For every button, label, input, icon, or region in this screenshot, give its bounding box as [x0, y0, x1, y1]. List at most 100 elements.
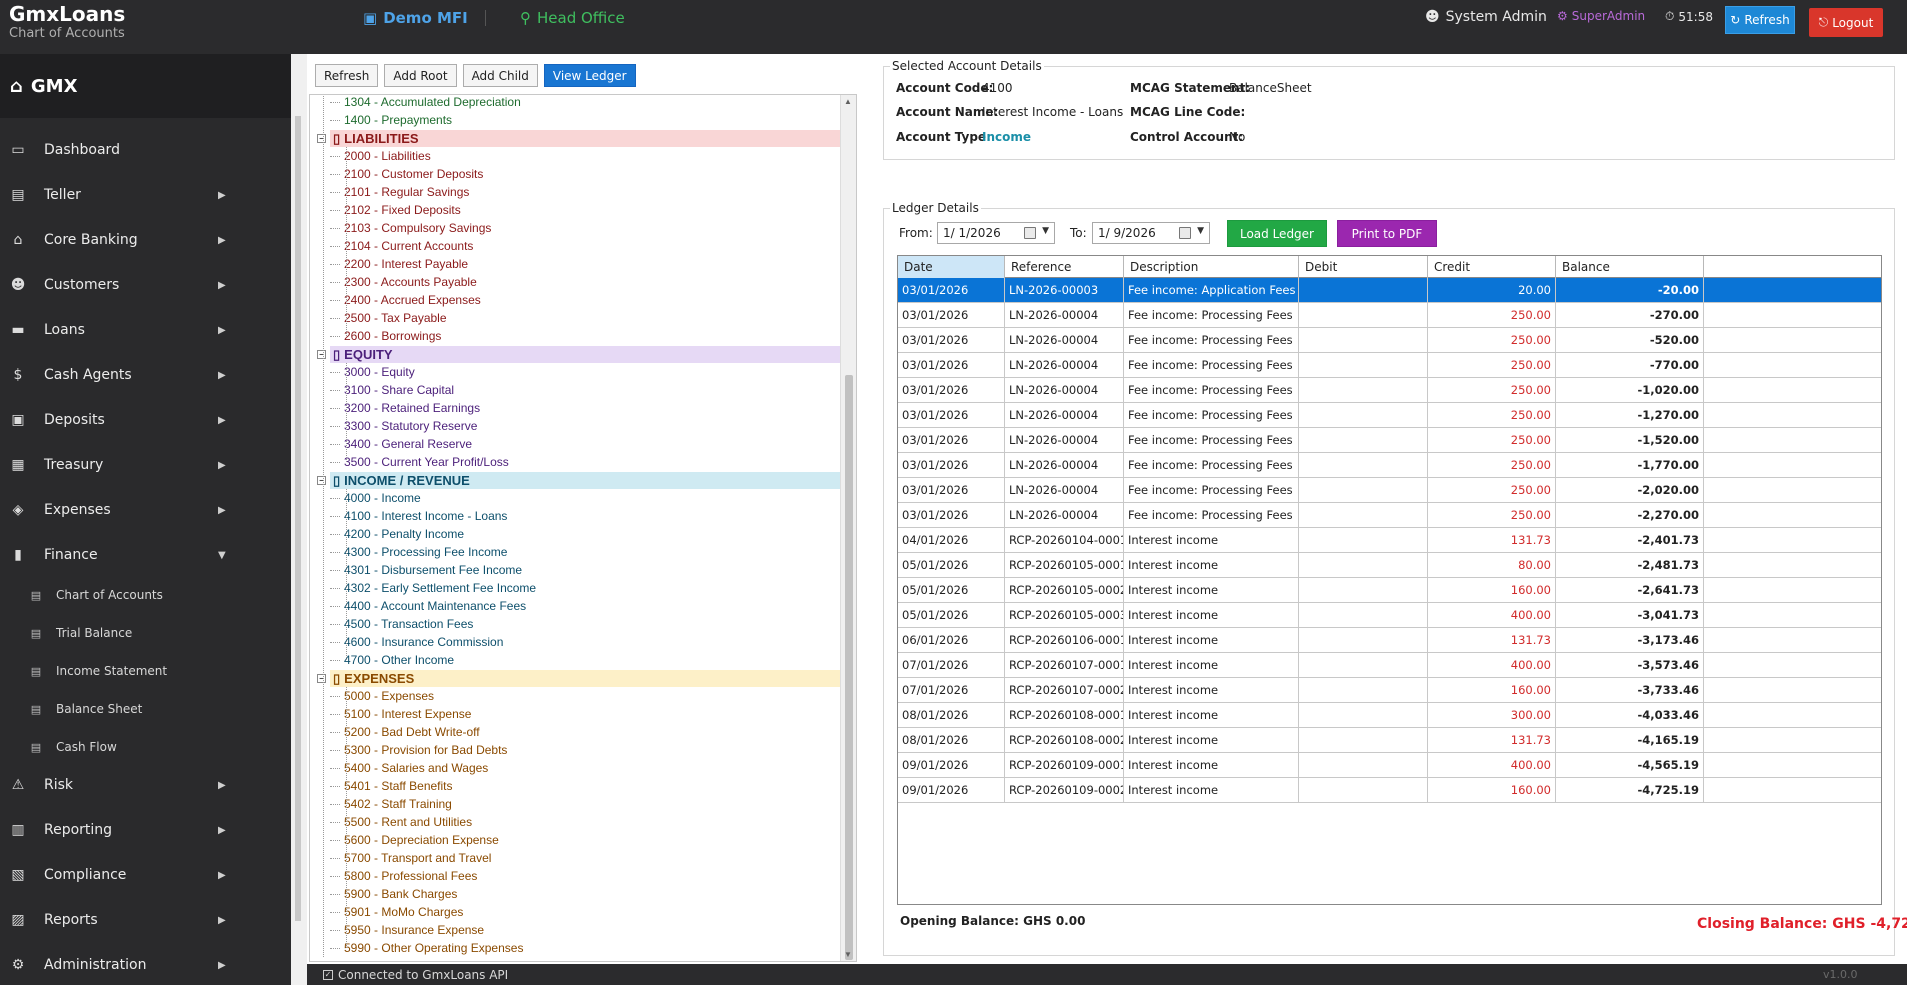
load-ledger-button[interactable]: Load Ledger: [1227, 220, 1327, 247]
column-header-date[interactable]: Date: [898, 256, 1005, 278]
ledger-grid[interactable]: Date Reference Description Debit Credit Balan…: [897, 255, 1882, 905]
tree-account-node[interactable]: 4100 - Interest Income - Loans: [329, 509, 508, 523]
table-row[interactable]: 03/01/2026 LN-2026-00004 Fee income: Proce…: [898, 453, 1881, 478]
tree-scroll-thumb[interactable]: [845, 375, 853, 960]
tree-account-node[interactable]: 2101 - Regular Savings: [329, 185, 470, 199]
table-row[interactable]: 05/01/2026 RCP-20260105-0002 Interest inco…: [898, 578, 1881, 603]
sidebar-item-treasury[interactable]: ▦ Treasury ▶: [0, 447, 240, 483]
tree-scrollbar[interactable]: ▲ ▼: [840, 95, 856, 961]
table-row[interactable]: 03/01/2026 LN-2026-00004 Fee income: Proce…: [898, 328, 1881, 353]
tree-account-node[interactable]: 2000 - Liabilities: [330, 149, 431, 163]
table-row[interactable]: 06/01/2026 RCP-20260106-0001 Interest inco…: [898, 628, 1881, 653]
collapse-icon[interactable]: −: [317, 476, 326, 485]
sidebar-item-reporting[interactable]: ▥ Reporting ▶: [0, 812, 240, 848]
tree-account-node[interactable]: 5000 - Expenses: [329, 689, 435, 703]
sidebar-item-deposits[interactable]: ▣ Deposits ▶: [0, 402, 240, 438]
table-row[interactable]: 03/01/2026 LN-2026-00004 Fee income: Proce…: [898, 428, 1881, 453]
tree-account-node[interactable]: 4301 - Disbursement Fee Income: [329, 563, 523, 577]
collapse-icon[interactable]: −: [317, 674, 326, 683]
sidebar-scrollbar[interactable]: [291, 54, 307, 985]
tree-account-node[interactable]: 1304 - Accumulated Depreciation: [330, 95, 521, 109]
tree-account-node[interactable]: 2600 - Borrowings: [329, 329, 442, 343]
tree-account-node[interactable]: 1400 - Prepayments: [329, 113, 453, 127]
tree-account-node[interactable]: 5950 - Insurance Expense: [329, 923, 485, 937]
table-row[interactable]: 03/01/2026 LN-2026-00004 Fee income: Proce…: [898, 303, 1881, 328]
column-header-credit[interactable]: Credit: [1428, 256, 1556, 278]
table-row[interactable]: 03/01/2026 LN-2026-00004 Fee income: Proce…: [898, 503, 1881, 528]
logout-button[interactable]: ⎋ Logout: [1809, 8, 1883, 37]
tree-account-node[interactable]: 2300 - Accounts Payable: [330, 275, 477, 289]
table-row[interactable]: 03/01/2026 LN-2026-00004 Fee income: Proce…: [898, 403, 1881, 428]
tree-account-node[interactable]: 5401 - Staff Benefits: [330, 779, 453, 793]
sidebar-item-core-banking[interactable]: ⌂ Core Banking ▶: [0, 222, 240, 258]
collapse-icon[interactable]: −: [317, 350, 326, 359]
tree-account-node[interactable]: 2104 - Current Accounts: [329, 239, 474, 253]
tree-account-node[interactable]: 3200 - Retained Earnings: [329, 401, 481, 415]
table-row[interactable]: 03/01/2026 LN-2026-00004 Fee income: Proce…: [898, 353, 1881, 378]
chevron-down-icon[interactable]: ▼: [1042, 226, 1049, 236]
refresh-button[interactable]: Refresh: [315, 64, 379, 87]
add-child-button[interactable]: Add Child: [462, 64, 538, 87]
sidebar-item-dashboard[interactable]: ▭ Dashboard: [0, 132, 240, 168]
tree-account-node[interactable]: 5990 - Other Operating Expenses: [329, 941, 524, 955]
sidebar-item-teller[interactable]: ▤ Teller ▶: [0, 177, 240, 213]
sidebar-item-compliance[interactable]: ▧ Compliance ▶: [0, 857, 240, 893]
sidebar-subitem-income-statement[interactable]: ▤ Income Statement: [0, 656, 240, 686]
column-header-balance[interactable]: Balance: [1556, 256, 1704, 278]
tree-account-node[interactable]: 3500 - Current Year Profit/Loss: [330, 455, 509, 469]
tree-account-node[interactable]: 2103 - Compulsory Savings: [329, 221, 492, 235]
sidebar-item-risk[interactable]: ⚠ Risk ▶: [0, 767, 240, 803]
tree-account-node[interactable]: 5400 - Salaries and Wages: [329, 761, 489, 775]
sidebar-subitem-trial-balance[interactable]: ▤ Trial Balance: [0, 618, 240, 648]
tree-account-node[interactable]: 2400 - Accrued Expenses: [330, 293, 481, 307]
table-row[interactable]: 08/01/2026 RCP-20260108-0002 Interest inco…: [898, 728, 1881, 753]
sidebar-item-customers[interactable]: ☻ Customers ▶: [0, 267, 240, 303]
table-row[interactable]: 09/01/2026 RCP-20260109-0002 Interest inco…: [898, 778, 1881, 803]
tree-account-node[interactable]: 3300 - Statutory Reserve: [329, 419, 478, 433]
tree-account-node[interactable]: 5200 - Bad Debt Write-off: [330, 725, 480, 739]
calendar-icon[interactable]: [1024, 227, 1036, 239]
print-to-pdf-button[interactable]: Print to PDF: [1337, 220, 1437, 247]
table-row[interactable]: 03/01/2026 LN-2026-00004 Fee income: Proce…: [898, 478, 1881, 503]
collapse-icon[interactable]: −: [317, 134, 326, 143]
tree-account-node[interactable]: 4200 - Penalty Income: [329, 527, 465, 541]
table-row[interactable]: 05/01/2026 RCP-20260105-0003 Interest inco…: [898, 603, 1881, 628]
sidebar-item-reports[interactable]: ▨ Reports ▶: [0, 902, 240, 938]
tree-account-node[interactable]: 5800 - Professional Fees: [329, 869, 478, 883]
header-refresh-button[interactable]: ↻ Refresh: [1725, 6, 1795, 34]
tree-account-node[interactable]: 3000 - Equity: [330, 365, 415, 379]
add-root-button[interactable]: Add Root: [384, 64, 457, 87]
tree-account-node[interactable]: 5500 - Rent and Utilities: [329, 815, 473, 829]
table-row[interactable]: 04/01/2026 RCP-20260104-0001 Interest inco…: [898, 528, 1881, 553]
sidebar-subitem-chart-of-accounts[interactable]: ▤ Chart of Accounts: [0, 580, 240, 610]
tree-account-node[interactable]: 5901 - MoMo Charges: [329, 905, 464, 919]
tree-account-node[interactable]: 2200 - Interest Payable: [329, 257, 469, 271]
table-row[interactable]: 08/01/2026 RCP-20260108-0001 Interest inco…: [898, 703, 1881, 728]
to-date-picker[interactable]: 1/ 9/2026 ▼: [1092, 222, 1210, 244]
tree-account-node[interactable]: 4700 - Other Income: [329, 653, 455, 667]
sidebar-subitem-balance-sheet[interactable]: ▤ Balance Sheet: [0, 694, 240, 724]
column-header-reference[interactable]: Reference: [1005, 256, 1124, 278]
tree-account-node[interactable]: 4500 - Transaction Fees: [329, 617, 474, 631]
tree-account-node[interactable]: 5600 - Depreciation Expense: [330, 833, 499, 847]
table-row[interactable]: 09/01/2026 RCP-20260109-0001 Interest inco…: [898, 753, 1881, 778]
table-row[interactable]: 05/01/2026 RCP-20260105-0001 Interest inco…: [898, 553, 1881, 578]
tree-account-node[interactable]: 5900 - Bank Charges: [329, 887, 458, 901]
tree-account-node[interactable]: 5100 - Interest Expense: [329, 707, 472, 721]
table-row[interactable]: 07/01/2026 RCP-20260107-0002 Interest inco…: [898, 678, 1881, 703]
tree-account-node[interactable]: 4600 - Insurance Commission: [329, 635, 504, 649]
sidebar-subitem-cash-flow[interactable]: ▤ Cash Flow: [0, 732, 240, 762]
table-row[interactable]: 03/01/2026 LN-2026-00004 Fee income: Proce…: [898, 378, 1881, 403]
tree-account-node[interactable]: 3400 - General Reserve: [329, 437, 473, 451]
column-header-debit[interactable]: Debit: [1299, 256, 1428, 278]
scroll-down-icon[interactable]: ▼: [844, 950, 852, 959]
sidebar-item-administration[interactable]: ⚙ Administration ▶: [0, 947, 240, 983]
sidebar-item-expenses[interactable]: ◈ Expenses ▶: [0, 492, 240, 528]
sidebar-scroll-thumb[interactable]: [295, 116, 301, 921]
tree-group-equity[interactable]: − ▯ EQUITY: [317, 346, 840, 363]
column-header-description[interactable]: Description: [1124, 256, 1299, 278]
scroll-up-icon[interactable]: ▲: [844, 97, 852, 106]
tree-account-node[interactable]: 3100 - Share Capital: [329, 383, 455, 397]
account-tree[interactable]: ▲ ▼ 1304 - Accumulated Depreciation 1400 …: [309, 94, 857, 962]
tree-account-node[interactable]: 5300 - Provision for Bad Debts: [329, 743, 508, 757]
